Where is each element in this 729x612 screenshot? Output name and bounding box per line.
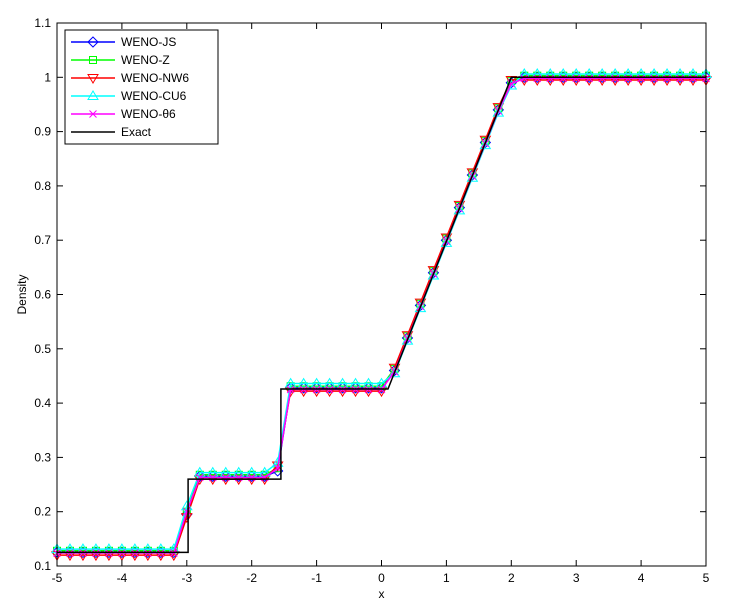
y-tick-label: 0.7: [34, 233, 51, 247]
marker-square: [89, 56, 97, 64]
x-tick-label: -2: [246, 571, 257, 585]
marker-x: [585, 74, 594, 83]
marker-x: [559, 74, 568, 83]
legend-label: Exact: [121, 125, 152, 139]
marker-triangle-down: [87, 74, 99, 84]
marker-x: [611, 74, 619, 83]
marker-x: [533, 74, 542, 83]
series-line: [57, 79, 706, 556]
legend-label: WENO-CU6: [121, 89, 187, 103]
marker-triangle-up: [206, 466, 219, 477]
marker-x: [689, 74, 697, 83]
series-line: [57, 73, 706, 550]
y-axis-label: Density: [15, 274, 29, 314]
y-tick-label: 0.3: [34, 450, 51, 464]
x-tick-label: -4: [117, 571, 128, 585]
marker-triangle-up: [245, 466, 258, 477]
marker-x: [663, 74, 671, 83]
marker-triangle-up: [466, 171, 479, 182]
x-tick-label: 3: [573, 571, 580, 585]
x-axis-label: x: [379, 587, 385, 601]
legend-label: WENO-Z: [121, 53, 170, 67]
x-tick-label: -3: [181, 571, 192, 585]
series-line: [57, 76, 706, 554]
marker-x: [572, 74, 581, 83]
marker-x: [598, 74, 607, 83]
marker-x: [546, 74, 555, 83]
marker-x: [637, 74, 645, 83]
marker-triangle-up: [193, 466, 206, 477]
marker-x: [650, 74, 658, 83]
y-tick-label: 0.2: [34, 505, 51, 519]
y-tick-label: 1: [44, 70, 51, 84]
marker-triangle-up: [297, 377, 310, 388]
marker-triangle-up: [232, 466, 245, 477]
marker-triangle-up: [336, 377, 349, 388]
marker-triangle-up: [388, 367, 401, 378]
y-tick-label: 0.6: [34, 288, 51, 302]
marker-triangle-up: [401, 334, 414, 345]
x-tick-label: 5: [703, 571, 710, 585]
marker-x: [273, 464, 282, 473]
marker-triangle-up: [479, 139, 492, 150]
marker-triangle-up: [375, 377, 388, 388]
x-tick-label: 4: [638, 571, 645, 585]
legend-box: [64, 29, 219, 145]
legend-label: WENO-NW6: [121, 71, 189, 85]
y-tick-label: 0.5: [34, 342, 51, 356]
y-tick-label: 0.4: [34, 396, 51, 410]
marker-x: [89, 110, 97, 118]
marker-square: [221, 470, 230, 479]
marker-triangle-up: [349, 377, 362, 388]
marker-triangle-up: [323, 377, 336, 388]
marker-triangle-up: [440, 236, 453, 247]
x-tick-label: -1: [311, 571, 322, 585]
marker-x: [182, 507, 191, 516]
marker-x: [624, 74, 632, 83]
y-tick-label: 0.1: [34, 559, 51, 573]
marker-triangle-up: [284, 377, 297, 388]
legend: WENO-JS WENO-Z WENO-NW6 WENO-CU6 WENO-θ6 Exac…: [64, 29, 219, 145]
marker-triangle-up: [219, 466, 232, 477]
marker-triangle-up: [258, 466, 271, 477]
legend-label: WENO-θ6: [121, 107, 176, 121]
x-tick-label: 2: [508, 571, 515, 585]
legend-label: WENO-JS: [121, 35, 176, 49]
marker-square: [208, 470, 217, 479]
marker-triangle-up: [492, 106, 505, 117]
y-tick-label: 1.1: [34, 16, 51, 30]
marker-triangle-up: [362, 377, 375, 388]
x-tick-label: 1: [443, 571, 450, 585]
x-tick-label: -5: [52, 571, 63, 585]
marker-square: [234, 470, 243, 479]
marker-triangle-up: [310, 377, 323, 388]
series-markers: [53, 74, 710, 557]
marker-triangle-up: [87, 90, 99, 100]
marker-triangle-up: [414, 302, 427, 313]
marker-triangle-up: [427, 269, 440, 280]
y-tick-label: 0.9: [34, 125, 51, 139]
marker-diamond: [87, 36, 99, 48]
marker-triangle-up: [453, 204, 466, 215]
marker-square: [247, 470, 256, 479]
marker-x: [520, 74, 529, 83]
marker-x: [676, 74, 684, 83]
y-tick-label: 0.8: [34, 179, 51, 193]
x-tick-label: 0: [378, 571, 385, 585]
